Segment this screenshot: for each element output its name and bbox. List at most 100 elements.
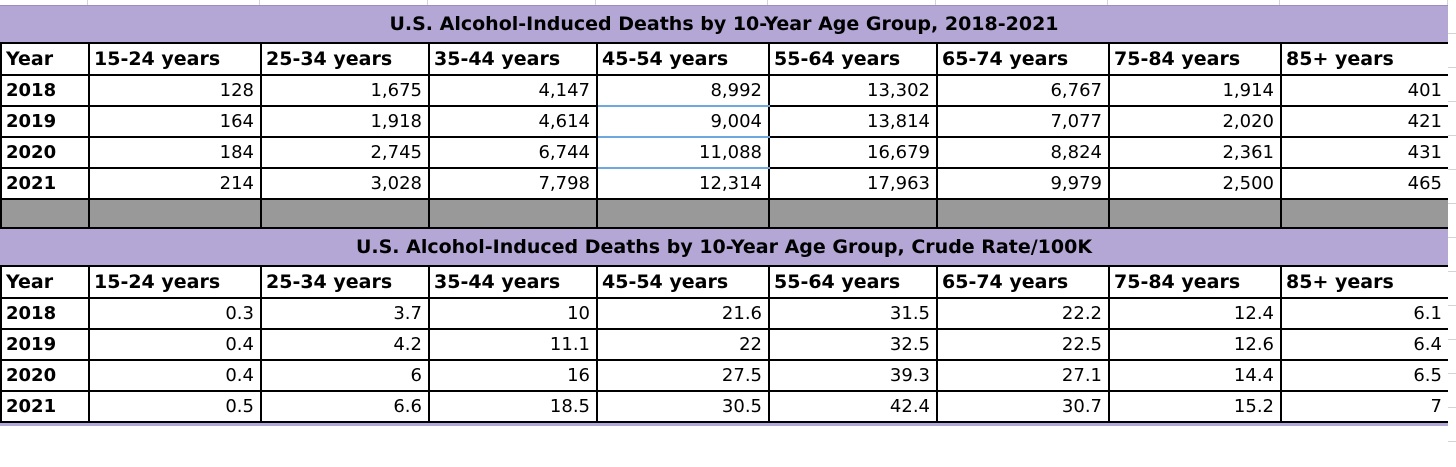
value-cell[interactable]: 30.5 xyxy=(596,390,770,423)
column-header-cell[interactable]: 45-54 years xyxy=(596,42,770,76)
column-header-cell[interactable]: 55-64 years xyxy=(768,265,938,299)
value-cell[interactable]: 465 xyxy=(1280,167,1450,200)
value-cell[interactable]: 21.6 xyxy=(596,297,770,330)
value-cell[interactable]: 42.4 xyxy=(768,390,938,423)
value-cell[interactable]: 8,992 xyxy=(596,74,770,107)
value-cell[interactable]: 2,361 xyxy=(1108,136,1282,169)
column-header-cell[interactable]: 75-84 years xyxy=(1108,265,1282,299)
value-cell[interactable]: 10 xyxy=(428,297,598,330)
value-cell[interactable]: 13,302 xyxy=(768,74,938,107)
year-cell[interactable]: 2021 xyxy=(0,167,90,200)
column-header-cell[interactable]: Year xyxy=(0,42,90,76)
value-cell[interactable]: 6.6 xyxy=(260,390,430,423)
value-cell[interactable]: 431 xyxy=(1280,136,1450,169)
table-row: 2018 0.3 3.7 10 21.6 31.5 22.2 12.4 6.1 xyxy=(0,297,1450,330)
value-cell[interactable]: 16,679 xyxy=(768,136,938,169)
value-cell[interactable]: 30.7 xyxy=(936,390,1110,423)
value-cell[interactable]: 8,824 xyxy=(936,136,1110,169)
value-cell[interactable]: 2,745 xyxy=(260,136,430,169)
value-cell[interactable]: 16 xyxy=(428,359,598,392)
column-header-cell[interactable]: 45-54 years xyxy=(596,265,770,299)
year-cell[interactable]: 2021 xyxy=(0,390,90,423)
value-cell[interactable]: 12,314 xyxy=(596,167,770,200)
column-header-cell[interactable]: 35-44 years xyxy=(428,42,598,76)
value-cell[interactable]: 4,614 xyxy=(428,105,598,138)
value-cell[interactable]: 9,979 xyxy=(936,167,1110,200)
value-cell[interactable]: 4.2 xyxy=(260,328,430,361)
value-cell[interactable]: 11,088 xyxy=(596,136,770,169)
value-cell[interactable]: 2,500 xyxy=(1108,167,1282,200)
value-cell[interactable]: 6.1 xyxy=(1280,297,1450,330)
value-cell[interactable]: 6 xyxy=(260,359,430,392)
value-cell[interactable]: 1,914 xyxy=(1108,74,1282,107)
value-cell[interactable]: 0.5 xyxy=(88,390,262,423)
column-header-cell[interactable]: 15-24 years xyxy=(88,265,262,299)
deaths-count-table: Year 15-24 years 25-34 years 35-44 years 45-… xyxy=(0,42,1450,229)
column-header-cell[interactable]: 55-64 years xyxy=(768,42,938,76)
value-cell[interactable]: 0.3 xyxy=(88,297,262,330)
year-cell[interactable]: 2019 xyxy=(0,105,90,138)
year-cell[interactable]: 2018 xyxy=(0,74,90,107)
column-header-cell[interactable]: 25-34 years xyxy=(260,265,430,299)
year-cell[interactable]: 2018 xyxy=(0,297,90,330)
column-header-cell[interactable]: 85+ years xyxy=(1280,42,1450,76)
value-cell[interactable]: 164 xyxy=(88,105,262,138)
value-cell[interactable]: 22.5 xyxy=(936,328,1110,361)
column-header-cell[interactable]: 75-84 years xyxy=(1108,42,1282,76)
value-cell[interactable]: 7,798 xyxy=(428,167,598,200)
table-row: 2018 128 1,675 4,147 8,992 13,302 6,767 1,914 40… xyxy=(0,74,1450,107)
value-cell[interactable]: 1,918 xyxy=(260,105,430,138)
value-cell[interactable]: 3,028 xyxy=(260,167,430,200)
value-cell[interactable]: 401 xyxy=(1280,74,1450,107)
value-cell[interactable]: 13,814 xyxy=(768,105,938,138)
value-cell[interactable]: 9,004 xyxy=(596,105,770,138)
value-cell[interactable]: 0.4 xyxy=(88,328,262,361)
value-cell[interactable]: 6,744 xyxy=(428,136,598,169)
table-row: 2020 184 2,745 6,744 11,088 16,679 8,824 2,361 4… xyxy=(0,136,1450,169)
value-cell[interactable]: 12.6 xyxy=(1108,328,1282,361)
value-cell[interactable]: 2,020 xyxy=(1108,105,1282,138)
column-header-cell[interactable]: Year xyxy=(0,265,90,299)
value-cell[interactable]: 6.5 xyxy=(1280,359,1450,392)
value-cell[interactable]: 22.2 xyxy=(936,297,1110,330)
value-cell[interactable]: 27.5 xyxy=(596,359,770,392)
empty-gray-cell xyxy=(88,198,262,229)
year-cell[interactable]: 2020 xyxy=(0,136,90,169)
value-cell[interactable]: 128 xyxy=(88,74,262,107)
rate-table-title[interactable]: U.S. Alcohol-Induced Deaths by 10-Year A… xyxy=(0,229,1448,265)
value-cell[interactable]: 18.5 xyxy=(428,390,598,423)
column-header-cell[interactable]: 35-44 years xyxy=(428,265,598,299)
value-cell[interactable]: 7,077 xyxy=(936,105,1110,138)
year-cell[interactable]: 2019 xyxy=(0,328,90,361)
value-cell[interactable]: 6,767 xyxy=(936,74,1110,107)
value-cell[interactable]: 22 xyxy=(596,328,770,361)
value-cell[interactable]: 17,963 xyxy=(768,167,938,200)
value-cell[interactable]: 32.5 xyxy=(768,328,938,361)
column-header-cell[interactable]: 65-74 years xyxy=(936,42,1110,76)
table-row: 2020 0.4 6 16 27.5 39.3 27.1 14.4 6.5 xyxy=(0,359,1450,392)
value-cell[interactable]: 214 xyxy=(88,167,262,200)
column-header-cell[interactable]: 25-34 years xyxy=(260,42,430,76)
column-header-cell[interactable]: 85+ years xyxy=(1280,265,1450,299)
value-cell[interactable]: 11.1 xyxy=(428,328,598,361)
value-cell[interactable]: 1,675 xyxy=(260,74,430,107)
gray-spacer-row xyxy=(0,198,1450,229)
value-cell[interactable]: 421 xyxy=(1280,105,1450,138)
column-header-cell[interactable]: 15-24 years xyxy=(88,42,262,76)
column-header-cell[interactable]: 65-74 years xyxy=(936,265,1110,299)
value-cell[interactable]: 31.5 xyxy=(768,297,938,330)
value-cell[interactable]: 0.4 xyxy=(88,359,262,392)
value-cell[interactable]: 7 xyxy=(1280,390,1450,423)
deaths-table-title[interactable]: U.S. Alcohol-Induced Deaths by 10-Year A… xyxy=(0,6,1448,42)
value-cell[interactable]: 4,147 xyxy=(428,74,598,107)
value-cell[interactable]: 27.1 xyxy=(936,359,1110,392)
value-cell[interactable]: 15.2 xyxy=(1108,390,1282,423)
empty-gray-cell xyxy=(1108,198,1282,229)
value-cell[interactable]: 3.7 xyxy=(260,297,430,330)
value-cell[interactable]: 6.4 xyxy=(1280,328,1450,361)
value-cell[interactable]: 14.4 xyxy=(1108,359,1282,392)
value-cell[interactable]: 12.4 xyxy=(1108,297,1282,330)
year-cell[interactable]: 2020 xyxy=(0,359,90,392)
value-cell[interactable]: 184 xyxy=(88,136,262,169)
value-cell[interactable]: 39.3 xyxy=(768,359,938,392)
